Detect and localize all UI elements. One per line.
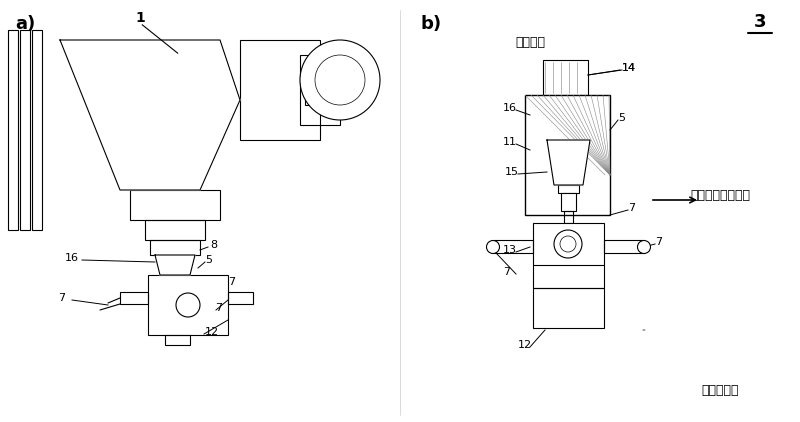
- Text: 7: 7: [503, 267, 510, 277]
- Text: 7: 7: [655, 237, 662, 247]
- Text: 14: 14: [622, 63, 636, 73]
- Bar: [493, 240, 533, 253]
- Bar: [310, 70, 330, 85]
- Bar: [533, 288, 604, 328]
- Bar: [20, 30, 30, 230]
- Bar: [32, 30, 42, 230]
- Bar: [558, 185, 579, 193]
- Text: 5: 5: [618, 113, 625, 123]
- Bar: [564, 211, 573, 223]
- Text: 14: 14: [622, 63, 636, 73]
- Polygon shape: [547, 140, 590, 185]
- Text: 7: 7: [58, 293, 66, 303]
- Bar: [543, 60, 588, 95]
- Text: 5: 5: [205, 255, 212, 265]
- Bar: [145, 220, 205, 240]
- Circle shape: [638, 241, 650, 254]
- Text: 16: 16: [65, 253, 79, 263]
- Bar: [8, 30, 18, 230]
- Text: a): a): [15, 15, 35, 33]
- Bar: [561, 193, 576, 211]
- Bar: [525, 95, 610, 215]
- Text: 静止的侧边: 静止的侧边: [702, 384, 738, 397]
- Circle shape: [554, 230, 582, 258]
- Bar: [228, 292, 253, 304]
- Bar: [148, 275, 228, 335]
- Circle shape: [300, 40, 380, 120]
- Polygon shape: [155, 255, 195, 275]
- Text: 8: 8: [210, 240, 217, 250]
- Circle shape: [176, 293, 200, 317]
- Text: 7: 7: [215, 303, 222, 313]
- Text: b): b): [420, 15, 441, 33]
- Circle shape: [486, 241, 499, 254]
- Text: 15: 15: [505, 167, 519, 177]
- Text: 12: 12: [518, 340, 532, 350]
- Text: 11: 11: [503, 137, 517, 147]
- Bar: [165, 335, 190, 345]
- Text: 3: 3: [754, 13, 766, 31]
- Bar: [120, 292, 148, 304]
- Bar: [300, 55, 340, 125]
- Bar: [240, 40, 320, 140]
- Bar: [305, 65, 335, 105]
- Text: 7: 7: [628, 203, 635, 213]
- Text: 机器人侧: 机器人侧: [515, 35, 545, 49]
- Text: 16: 16: [503, 103, 517, 113]
- Text: 机器人位置的修正: 机器人位置的修正: [690, 189, 750, 201]
- Text: 7: 7: [228, 277, 235, 287]
- Bar: [130, 190, 220, 220]
- Circle shape: [315, 55, 365, 105]
- Bar: [604, 240, 644, 253]
- Bar: [533, 223, 604, 288]
- Bar: [150, 240, 200, 255]
- Text: 1: 1: [135, 11, 145, 25]
- Polygon shape: [60, 40, 240, 190]
- Bar: [310, 88, 330, 98]
- Text: 13: 13: [503, 245, 517, 255]
- Text: 12: 12: [205, 327, 219, 337]
- Circle shape: [560, 236, 576, 252]
